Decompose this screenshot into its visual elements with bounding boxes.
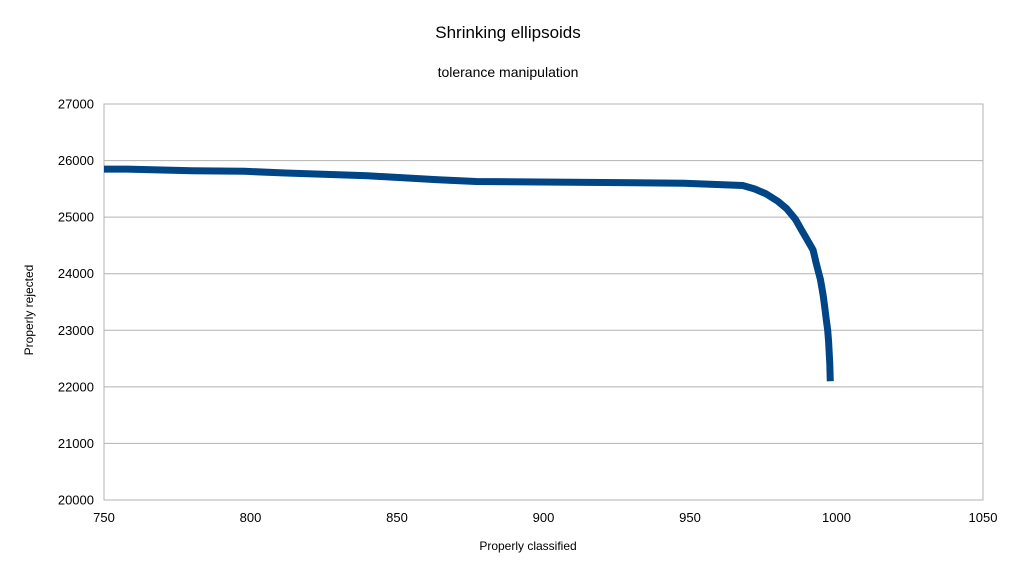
y-tick-label: 21000 <box>58 436 94 451</box>
plot-frame <box>103 103 984 501</box>
x-tick-label: 800 <box>240 510 262 525</box>
x-tick-label: 950 <box>679 510 701 525</box>
y-axis-label: Properly rejected <box>22 265 36 356</box>
series-line <box>104 165 834 382</box>
x-tick-label: 900 <box>533 510 555 525</box>
chart-title: Shrinking ellipsoids <box>435 23 581 42</box>
x-axis-label: Properly classified <box>479 539 576 553</box>
x-axis-ticks: 750 800 850 900 950 1000 1050 <box>93 510 997 525</box>
y-tick-label: 22000 <box>58 379 94 394</box>
x-tick-label: 850 <box>386 510 408 525</box>
x-tick-label: 1000 <box>822 510 851 525</box>
y-tick-label: 27000 <box>58 97 94 112</box>
gridlines <box>104 103 983 501</box>
x-tick-label: 750 <box>93 510 115 525</box>
y-tick-label: 20000 <box>58 493 94 508</box>
y-tick-label: 23000 <box>58 323 94 338</box>
y-tick-label: 25000 <box>58 210 94 225</box>
chart-subtitle: tolerance manipulation <box>438 64 579 80</box>
y-tick-label: 24000 <box>58 266 94 281</box>
x-tick-label: 1050 <box>969 510 998 525</box>
y-tick-label: 26000 <box>58 153 94 168</box>
y-axis-ticks: 20000 21000 22000 23000 24000 25000 26000 27000 <box>58 97 94 508</box>
